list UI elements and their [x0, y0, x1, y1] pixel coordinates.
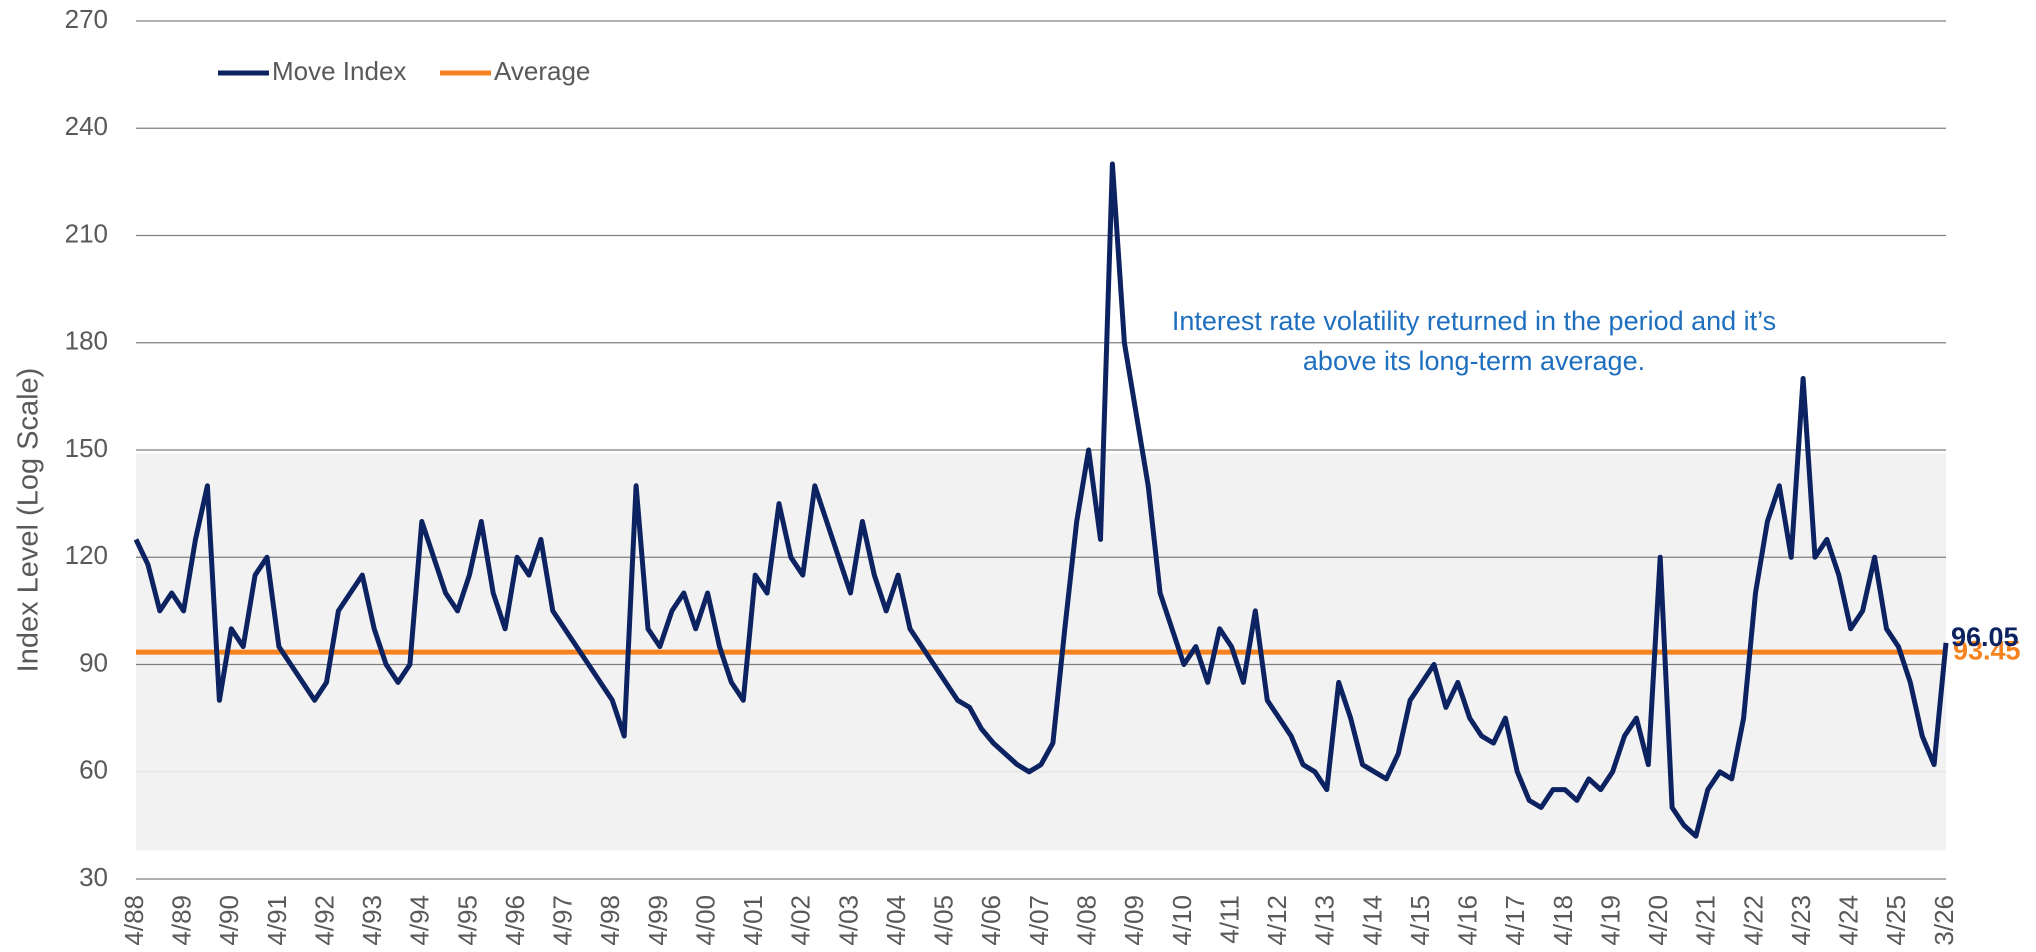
x-tick-label: 3/26 — [1929, 895, 1959, 946]
x-tick-label: 4/90 — [214, 895, 244, 946]
y-tick-label: 180 — [65, 326, 108, 356]
average-label: 93.45 — [1953, 635, 2021, 665]
y-tick-label: 120 — [65, 540, 108, 570]
annotation: Interest rate volatility returned in the… — [1172, 306, 1776, 336]
x-tick-label: 4/96 — [500, 895, 530, 946]
x-tick-label: 4/98 — [595, 895, 625, 946]
x-tick-label: 4/15 — [1405, 895, 1435, 946]
x-tick-label: 4/11 — [1214, 895, 1244, 944]
x-tick-label: 4/08 — [1072, 895, 1102, 946]
x-tick-label: 4/02 — [786, 895, 816, 946]
x-tick-label: 4/17 — [1500, 895, 1530, 946]
y-axis-label: Index Level (Log Scale) — [13, 368, 45, 673]
x-tick-label: 4/89 — [167, 895, 197, 946]
x-tick-label: 4/04 — [881, 895, 911, 946]
x-tick-label: 4/09 — [1119, 895, 1149, 946]
x-tick-label: 4/00 — [690, 895, 720, 946]
x-tick-label: 4/97 — [548, 895, 578, 946]
x-tick-label: 4/99 — [643, 895, 673, 946]
x-tick-label: 4/20 — [1643, 895, 1673, 946]
y-tick-label: 150 — [65, 433, 108, 463]
x-tick-label: 4/92 — [309, 895, 339, 946]
annotation: above its long-term average. — [1303, 346, 1645, 376]
x-tick-label: 4/14 — [1357, 895, 1387, 946]
x-tick-label: 4/06 — [976, 895, 1006, 946]
y-tick-label: 30 — [79, 862, 108, 892]
x-tick-label: 4/88 — [119, 895, 149, 946]
x-tick-label: 4/24 — [1834, 895, 1864, 946]
legend-label: Move Index — [272, 56, 406, 86]
x-tick-label: 4/13 — [1310, 895, 1340, 946]
y-tick-label: 240 — [65, 111, 108, 141]
series-line — [133, 161, 1949, 839]
x-tick-label: 4/07 — [1024, 895, 1054, 946]
x-tick-label: 4/12 — [1262, 895, 1292, 946]
x-tick-label: 4/94 — [405, 895, 435, 946]
x-tick-label: 4/05 — [929, 895, 959, 946]
x-tick-label: 4/19 — [1595, 895, 1625, 946]
x-tick-label: 4/18 — [1548, 895, 1578, 946]
y-tick-label: 210 — [65, 218, 108, 248]
end-value-label: 96.05 — [1951, 622, 2019, 652]
legend-label: Average — [494, 56, 590, 86]
x-tick-label: 4/22 — [1738, 895, 1768, 946]
y-tick-label: 90 — [79, 647, 108, 677]
y-tick-label: 270 — [65, 4, 108, 34]
x-tick-label: 4/93 — [357, 895, 387, 946]
x-tick-label: 4/21 — [1691, 895, 1721, 946]
x-tick-label: 4/03 — [833, 895, 863, 946]
x-tick-label: 4/10 — [1167, 895, 1197, 946]
x-tick-label: 4/25 — [1881, 895, 1911, 946]
x-tick-label: 4/01 — [738, 895, 768, 946]
y-tick-label: 60 — [79, 755, 108, 785]
x-tick-label: 4/23 — [1786, 895, 1816, 946]
x-tick-label: 4/91 — [262, 895, 292, 946]
x-tick-label: 4/95 — [452, 895, 482, 946]
x-tick-label: 4/16 — [1453, 895, 1483, 946]
